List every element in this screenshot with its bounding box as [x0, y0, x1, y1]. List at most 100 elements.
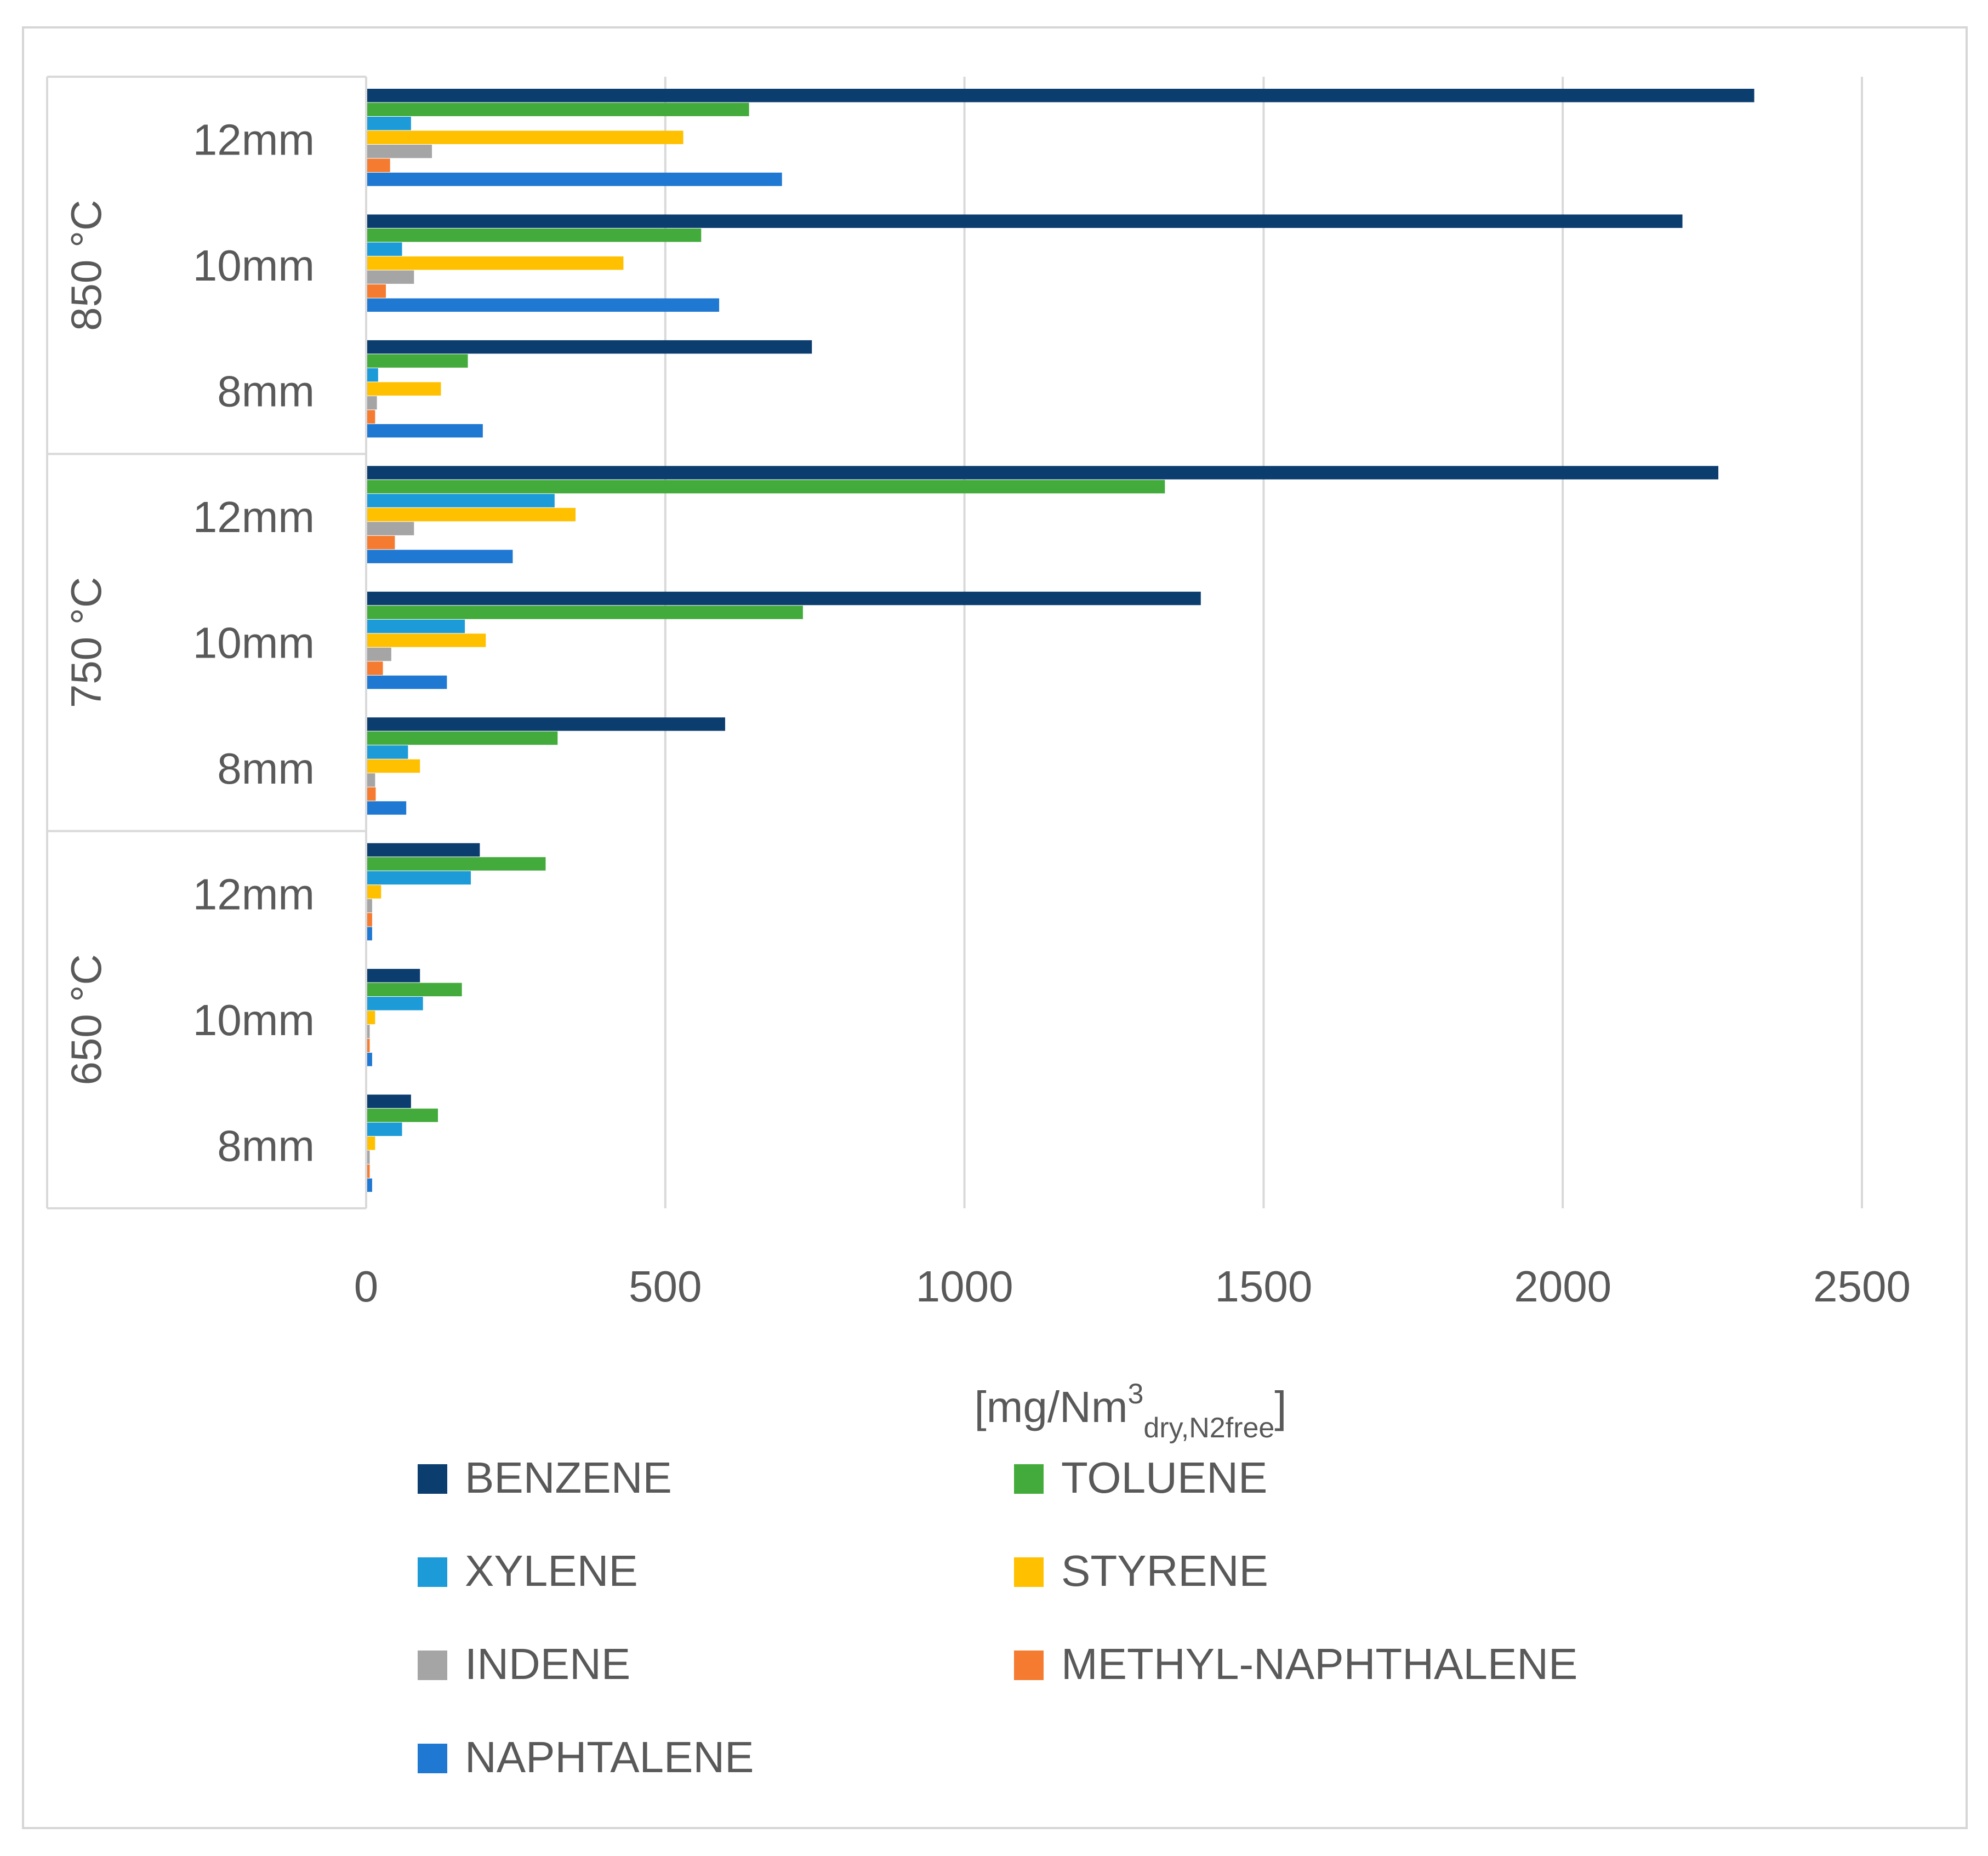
bar-naphtalene-650c-8mm	[366, 1178, 372, 1192]
x-tick-label: 1500	[1215, 1262, 1312, 1311]
legend-label: TOLUENE	[1061, 1453, 1267, 1502]
bar-styrene-650c-12mm	[366, 885, 381, 899]
x-tick-label: 500	[629, 1262, 702, 1311]
bar-naphtalene-750c-8mm	[366, 801, 407, 815]
bar-benzene-850c-10mm	[366, 214, 1683, 228]
legend-item-indene: INDENE	[418, 1640, 630, 1688]
legend-label: NAPHTALENE	[465, 1733, 754, 1781]
bar-methyl-naphthalene-750c-8mm	[366, 787, 376, 801]
bar-indene-850c-12mm	[366, 145, 432, 158]
bar-benzene-750c-12mm	[366, 466, 1719, 479]
bar-xylene-650c-12mm	[366, 871, 471, 885]
bar-methyl-naphthalene-650c-10mm	[366, 1038, 370, 1053]
legend-swatch	[1014, 1464, 1044, 1494]
legend-swatch	[1014, 1557, 1044, 1587]
legend-item-methyl-naphthalene: METHYL-NAPHTHALENE	[1014, 1640, 1577, 1688]
category-label: 12mm	[193, 870, 315, 918]
bars	[366, 89, 1755, 1192]
legend-item-xylene: XYLENE	[418, 1546, 638, 1595]
bar-xylene-850c-12mm	[366, 117, 411, 130]
legend-item-naphtalene: NAPHTALENE	[418, 1733, 754, 1781]
legend-label: STYRENE	[1061, 1546, 1268, 1595]
bar-indene-650c-8mm	[366, 1150, 370, 1164]
bar-naphtalene-850c-8mm	[366, 424, 483, 438]
legend: BENZENE TOLUENE XYLENE STYRENE INDENE METHYL-…	[418, 1453, 1577, 1781]
bar-styrene-750c-8mm	[366, 759, 420, 773]
bar-toluene-750c-10mm	[366, 606, 803, 619]
bar-indene-750c-12mm	[366, 522, 414, 535]
category-label: 8mm	[217, 1121, 315, 1170]
legend-item-benzene: BENZENE	[418, 1453, 672, 1502]
category-label: 10mm	[193, 996, 315, 1044]
chart-svg: 12mm 10mm 8mm 12mm 10mm 8mm 12mm 10mm 8mm 850 °C 7…	[46, 76, 1911, 1781]
bar-indene-750c-10mm	[366, 647, 391, 661]
bar-naphtalene-750c-12mm	[366, 550, 513, 563]
x-axis-title-close: ]	[1274, 1383, 1286, 1431]
group-label: 650 °C	[62, 954, 110, 1085]
bar-naphtalene-650c-10mm	[366, 1053, 372, 1066]
legend-swatch	[1014, 1651, 1044, 1680]
bar-xylene-750c-10mm	[366, 619, 465, 633]
bar-indene-850c-8mm	[366, 396, 377, 410]
bar-styrene-750c-12mm	[366, 507, 576, 522]
x-axis-title-sup: 3	[1127, 1378, 1143, 1410]
group-label: 850 °C	[62, 199, 110, 330]
x-axis-title: [mg/Nm3dry,N2free]	[974, 1378, 1286, 1444]
bar-naphtalene-850c-10mm	[366, 298, 720, 312]
bar-xylene-850c-8mm	[366, 368, 378, 382]
bar-methyl-naphthalene-750c-12mm	[366, 535, 395, 550]
x-tick-label: 2500	[1813, 1262, 1911, 1311]
chart-frame: 12mm 10mm 8mm 12mm 10mm 8mm 12mm 10mm 8mm 850 °C 7…	[22, 26, 1968, 1829]
x-axis-title-sub: dry,N2free	[1143, 1412, 1274, 1444]
bar-benzene-650c-8mm	[366, 1094, 411, 1109]
legend-swatch	[418, 1557, 447, 1587]
bar-xylene-650c-8mm	[366, 1122, 402, 1137]
bar-methyl-naphthalene-850c-10mm	[366, 284, 386, 298]
category-axis: 12mm 10mm 8mm 12mm 10mm 8mm 12mm 10mm 8mm 850 °C 7…	[46, 76, 367, 1209]
bar-methyl-naphthalene-650c-12mm	[366, 913, 372, 927]
bar-indene-850c-10mm	[366, 270, 414, 284]
legend-label: BENZENE	[465, 1453, 672, 1502]
bar-benzene-750c-8mm	[366, 717, 725, 731]
x-axis-title-main: [mg/Nm	[974, 1383, 1127, 1431]
bar-xylene-850c-10mm	[366, 242, 402, 256]
legend-swatch	[418, 1464, 447, 1494]
bar-xylene-650c-10mm	[366, 997, 423, 1010]
bar-methyl-naphthalene-850c-12mm	[366, 158, 390, 172]
bar-styrene-650c-10mm	[366, 1010, 375, 1025]
legend-label: METHYL-NAPHTHALENE	[1061, 1640, 1577, 1688]
legend-label: XYLENE	[465, 1546, 638, 1595]
bar-toluene-850c-8mm	[366, 354, 468, 368]
bar-toluene-850c-12mm	[366, 102, 749, 116]
category-label: 8mm	[217, 367, 315, 416]
bar-indene-650c-12mm	[366, 899, 372, 913]
bar-toluene-650c-10mm	[366, 983, 462, 997]
category-label: 12mm	[193, 493, 315, 541]
bar-benzene-850c-12mm	[366, 89, 1755, 102]
bar-styrene-850c-8mm	[366, 382, 441, 396]
x-tick-label: 1000	[916, 1262, 1013, 1311]
legend-swatch	[418, 1744, 447, 1773]
bar-toluene-850c-10mm	[366, 228, 702, 242]
bar-styrene-650c-8mm	[366, 1137, 375, 1150]
bar-xylene-750c-8mm	[366, 745, 408, 759]
category-label: 10mm	[193, 619, 315, 667]
bar-indene-750c-8mm	[366, 773, 375, 787]
bar-benzene-850c-8mm	[366, 340, 812, 354]
bar-indene-650c-10mm	[366, 1025, 370, 1038]
bar-methyl-naphthalene-750c-10mm	[366, 661, 383, 675]
bar-methyl-naphthalene-850c-8mm	[366, 410, 375, 424]
bar-styrene-850c-12mm	[366, 130, 683, 144]
bar-toluene-650c-8mm	[366, 1109, 438, 1122]
legend-item-styrene: STYRENE	[1014, 1546, 1268, 1595]
legend-item-toluene: TOLUENE	[1014, 1453, 1267, 1502]
legend-swatch	[418, 1651, 447, 1680]
bar-naphtalene-750c-10mm	[366, 675, 447, 689]
x-tick-label: 2000	[1514, 1262, 1611, 1311]
gridlines	[365, 77, 1863, 1208]
bar-benzene-750c-10mm	[366, 591, 1201, 606]
category-label: 12mm	[193, 116, 315, 164]
bar-naphtalene-850c-12mm	[366, 173, 782, 186]
bar-toluene-650c-12mm	[366, 857, 546, 871]
x-tick-label: 0	[354, 1262, 379, 1311]
